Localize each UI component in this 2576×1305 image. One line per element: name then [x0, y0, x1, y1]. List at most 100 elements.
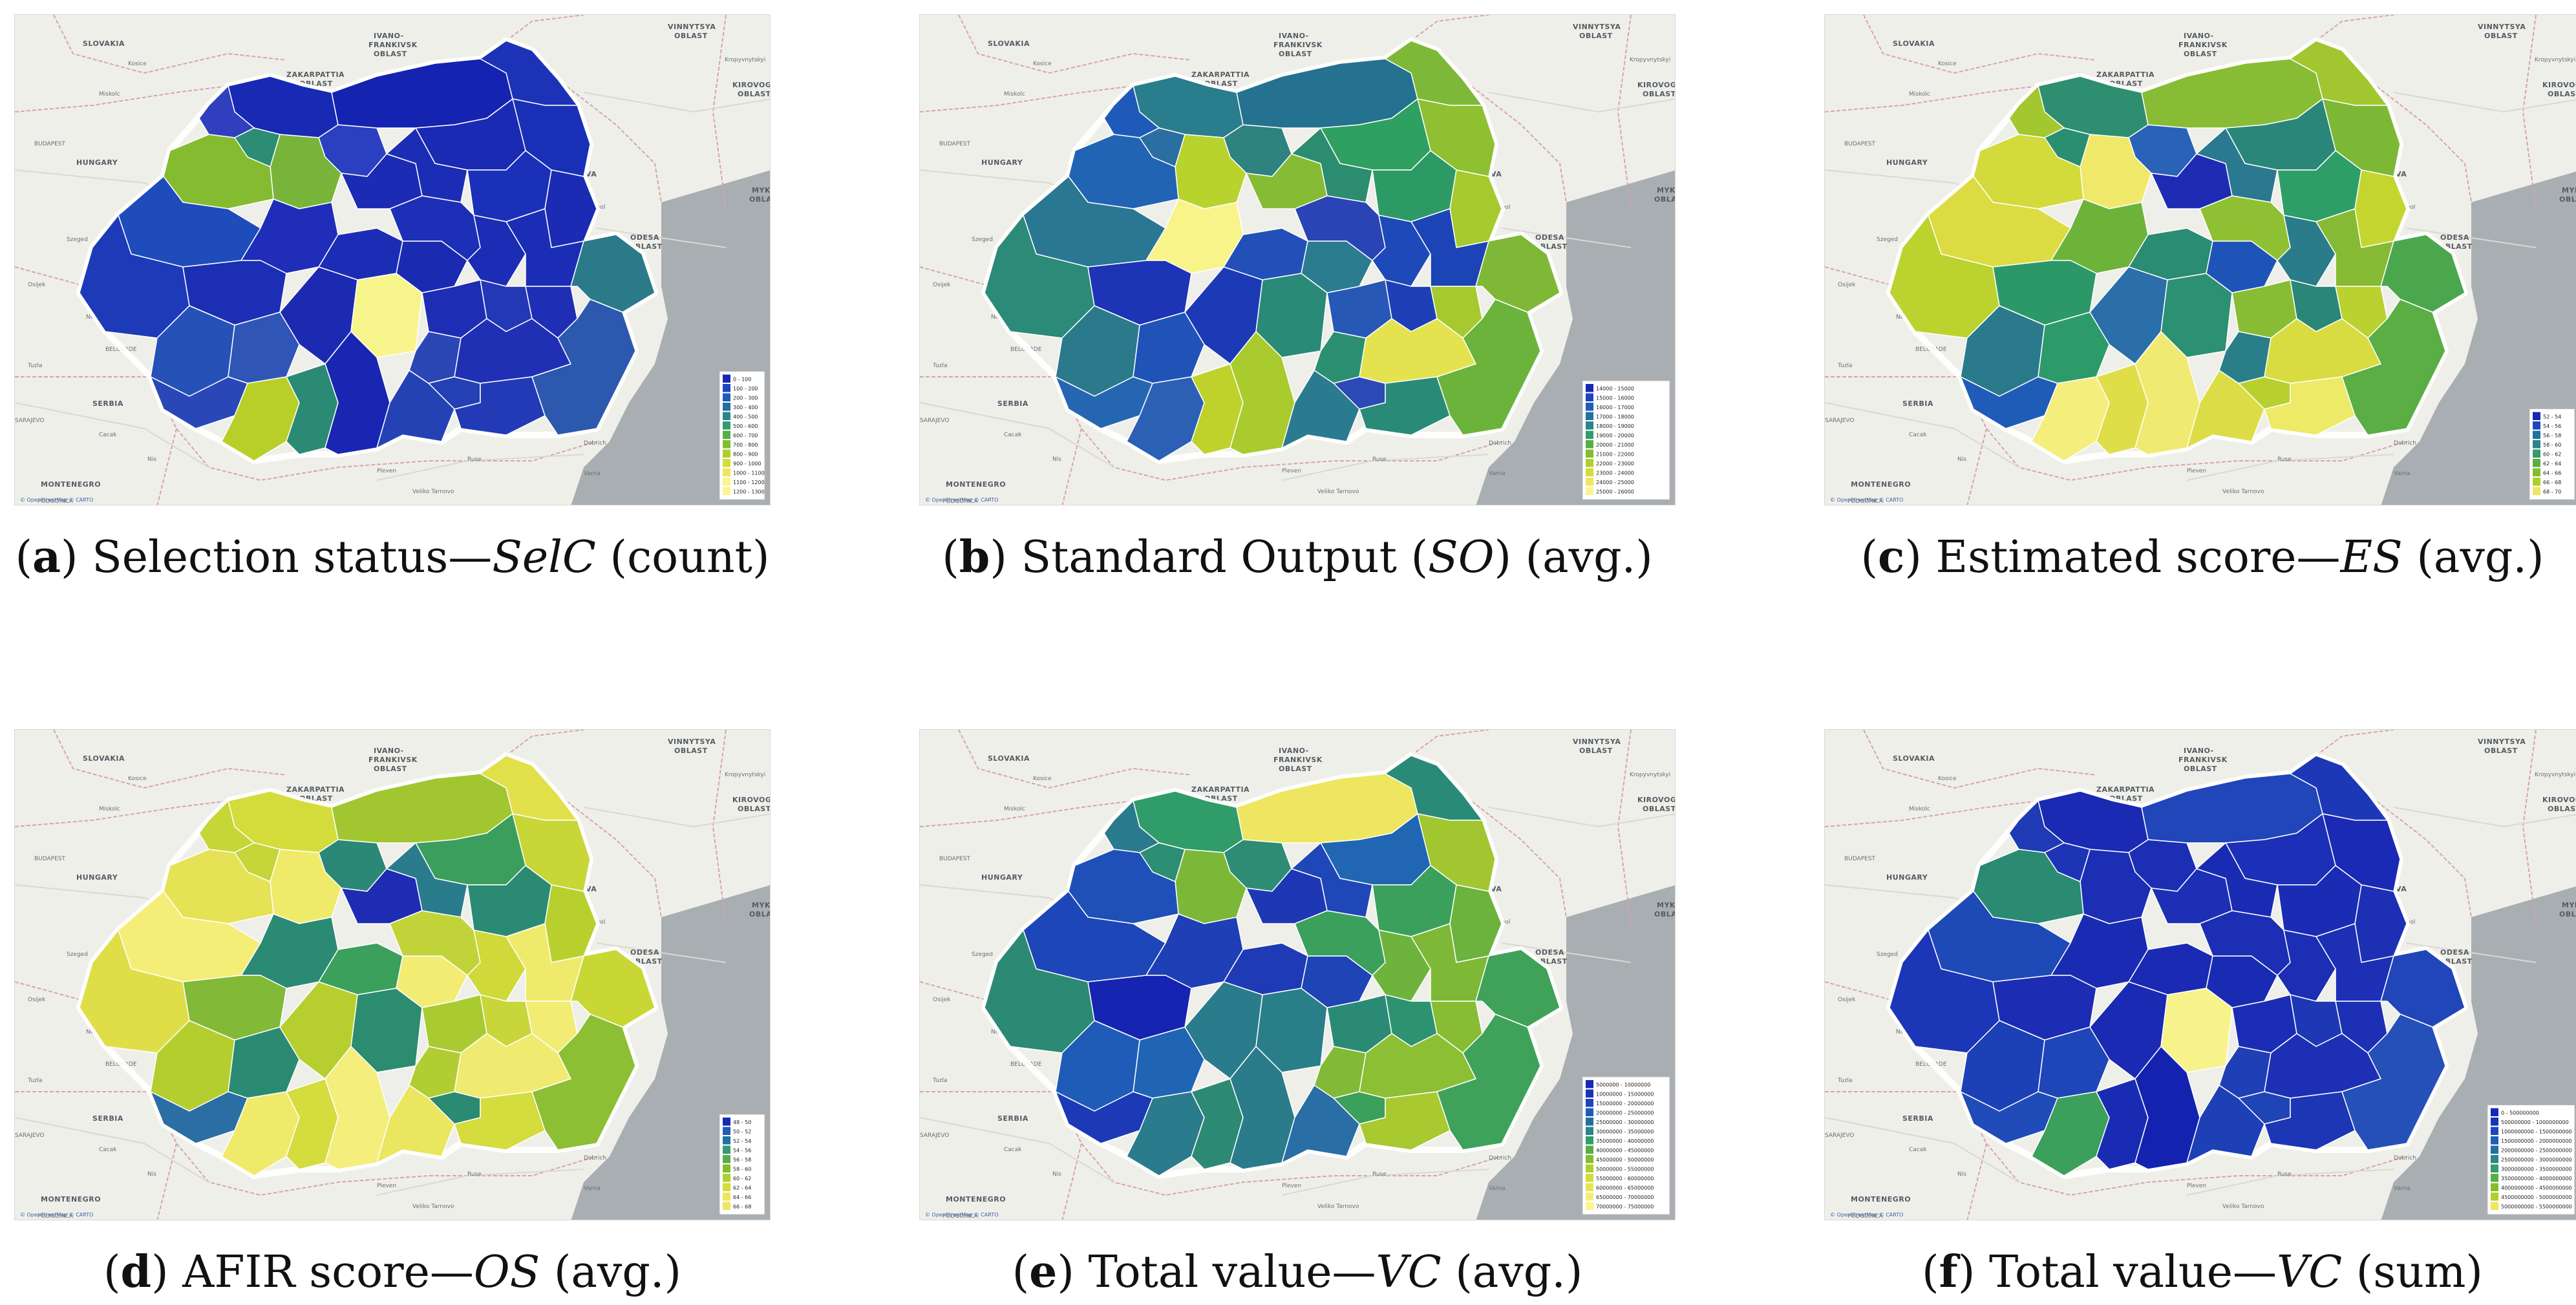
legend-label: 66 - 68 [733, 1204, 751, 1210]
map-frame[interactable]: SLOVAKIA IVANO- FRANKIVSK OBLAST VINNYTSYA OB… [14, 14, 771, 505]
caption-title: AFIR score— [182, 1247, 474, 1298]
county-ab[interactable] [1145, 913, 1244, 989]
map-label: PODGORICA [37, 1213, 74, 1220]
map-label: OBLAST [2559, 910, 2576, 918]
legend-swatch [723, 1174, 730, 1182]
county-sj[interactable] [1139, 842, 1186, 882]
county-hr[interactable] [2196, 842, 2278, 918]
legend-label: 55000000 - 60000000 [1596, 1176, 1654, 1182]
map-label: BUDAPEST [1844, 856, 1876, 862]
county-sj[interactable] [1139, 127, 1186, 167]
county-hr[interactable] [2196, 127, 2278, 203]
legend-label: 25000000 - 30000000 [1596, 1119, 1654, 1125]
legend-swatch [1586, 1099, 1593, 1107]
legend-label: 40000000 - 45000000 [1596, 1148, 1654, 1154]
map-label: SLOVAKIA [1893, 754, 1935, 763]
county-gr[interactable] [1281, 1085, 1360, 1163]
county-hr[interactable] [386, 842, 468, 918]
legend-swatch [2533, 487, 2540, 495]
county-ct[interactable] [2341, 1013, 2446, 1151]
map-label: Dobrich [584, 440, 606, 447]
legend: 5000000 - 10000000 10000000 - 15000000 150… [1582, 1076, 1670, 1215]
county-hr[interactable] [386, 127, 468, 203]
legend-label: 3500000000 - 4000000000 [2501, 1176, 2572, 1182]
county-sj[interactable] [234, 842, 281, 882]
county-gr[interactable] [376, 370, 455, 449]
legend-label: 56 - 58 [733, 1157, 751, 1163]
legend-swatch [1586, 403, 1593, 411]
map-label: © OpenStreetMap © CARTO [1830, 1212, 1903, 1218]
map-label: OBLAST [2548, 90, 2576, 98]
map-frame[interactable]: SLOVAKIA IVANO- FRANKIVSK OBLAST VINNYTSYA OB… [919, 729, 1676, 1220]
map-label: Szeged [67, 237, 88, 243]
legend: 0 - 100 100 - 200 200 - 300 300 - 400 400 - … [719, 371, 765, 500]
county-gr[interactable] [376, 1085, 455, 1163]
county-ab[interactable] [240, 198, 339, 274]
map-label: IVANO- [1279, 747, 1309, 755]
caption-variable: VC [1376, 1247, 1442, 1298]
country-border [1617, 730, 1632, 924]
county-hr[interactable] [1291, 842, 1373, 918]
map-frame[interactable]: SLOVAKIA IVANO- FRANKIVSK OBLAST VINNYTSYA OB… [14, 729, 771, 1220]
county-sj[interactable] [2044, 127, 2091, 167]
county-hr[interactable] [1291, 127, 1373, 203]
county-gr[interactable] [2186, 370, 2265, 449]
map-label: Szeged [1877, 951, 1898, 958]
map-label: HUNGARY [1886, 158, 1928, 167]
map-label: Varna [1489, 471, 1506, 477]
map-label: Cacak [99, 1147, 117, 1153]
country-border [150, 1091, 597, 1196]
country-border [1410, 15, 1489, 41]
county-gr[interactable] [1281, 370, 1360, 449]
legend-label: 2000000000 - 2500000000 [2501, 1148, 2572, 1154]
county-ct[interactable] [1436, 1013, 1541, 1151]
map-frame[interactable]: SLOVAKIA IVANO- FRANKIVSK OBLAST VINNYTSYA OB… [1824, 14, 2576, 505]
legend: 0 - 500000000 500000000 - 1000000000 10000… [2487, 1105, 2575, 1215]
county-ct[interactable] [2341, 299, 2446, 436]
county-ct[interactable] [531, 299, 636, 436]
county-ab[interactable] [240, 913, 339, 989]
map-label: Cacak [1004, 1147, 1022, 1153]
caption-paren: ( [1012, 1247, 1030, 1298]
county-ab[interactable] [2050, 913, 2149, 989]
road [376, 454, 584, 481]
map-label: Kosice [1033, 61, 1052, 67]
choropleth-map: SLOVAKIAIVANO-FRANKIVSKOBLASTVINNYTSYAOB… [1825, 730, 2576, 1220]
legend-label: 16000 - 17000 [1596, 405, 1634, 410]
map-label: Miskolc [99, 806, 120, 812]
legend-swatch [2491, 1145, 2498, 1154]
country-border [1825, 85, 2039, 112]
county-sj[interactable] [234, 127, 281, 167]
legend-label: 23000 - 24000 [1596, 471, 1634, 476]
legend-swatch [1586, 421, 1593, 430]
map-frame[interactable]: SLOVAKIA IVANO- FRANKIVSK OBLAST VINNYTSYA OB… [1824, 729, 2576, 1220]
county-sj[interactable] [2044, 842, 2091, 882]
legend-swatch [723, 459, 730, 467]
legend-swatch [2533, 440, 2540, 449]
county-ab[interactable] [2050, 198, 2149, 274]
map-label: Osijek [28, 997, 46, 1003]
caption-paren: ( [103, 1247, 121, 1298]
legend-label: 35000000 - 40000000 [1596, 1138, 1654, 1144]
legend-label: 4500000000 - 5000000000 [2501, 1194, 2572, 1200]
map-label: SARAJEVO [1825, 418, 1855, 424]
legend-label: 4000000000 - 4500000000 [2501, 1185, 2572, 1191]
road [2186, 1169, 2394, 1196]
map-label: Kosice [128, 61, 147, 67]
map-panel-d: SLOVAKIA IVANO- FRANKIVSK OBLAST VINNYTSYA OB… [14, 729, 771, 1298]
road [1825, 1117, 2019, 1183]
county-gr[interactable] [2186, 1085, 2265, 1163]
country-border [53, 15, 287, 74]
map-label: VINNYTSYA [1573, 23, 1621, 31]
map-label: BUDAPEST [1844, 141, 1876, 147]
map-label: HUNGARY [981, 158, 1023, 167]
county-ct[interactable] [1436, 299, 1541, 436]
map-label: OBLAST [374, 50, 407, 58]
country-border [2367, 79, 2472, 203]
map-frame[interactable]: SLOVAKIA IVANO- FRANKIVSK OBLAST VINNYTSYA OB… [919, 14, 1676, 505]
county-ab[interactable] [1145, 198, 1244, 274]
county-ct[interactable] [531, 1013, 636, 1151]
country-border [958, 730, 1192, 789]
map-label: Szeged [67, 951, 88, 958]
